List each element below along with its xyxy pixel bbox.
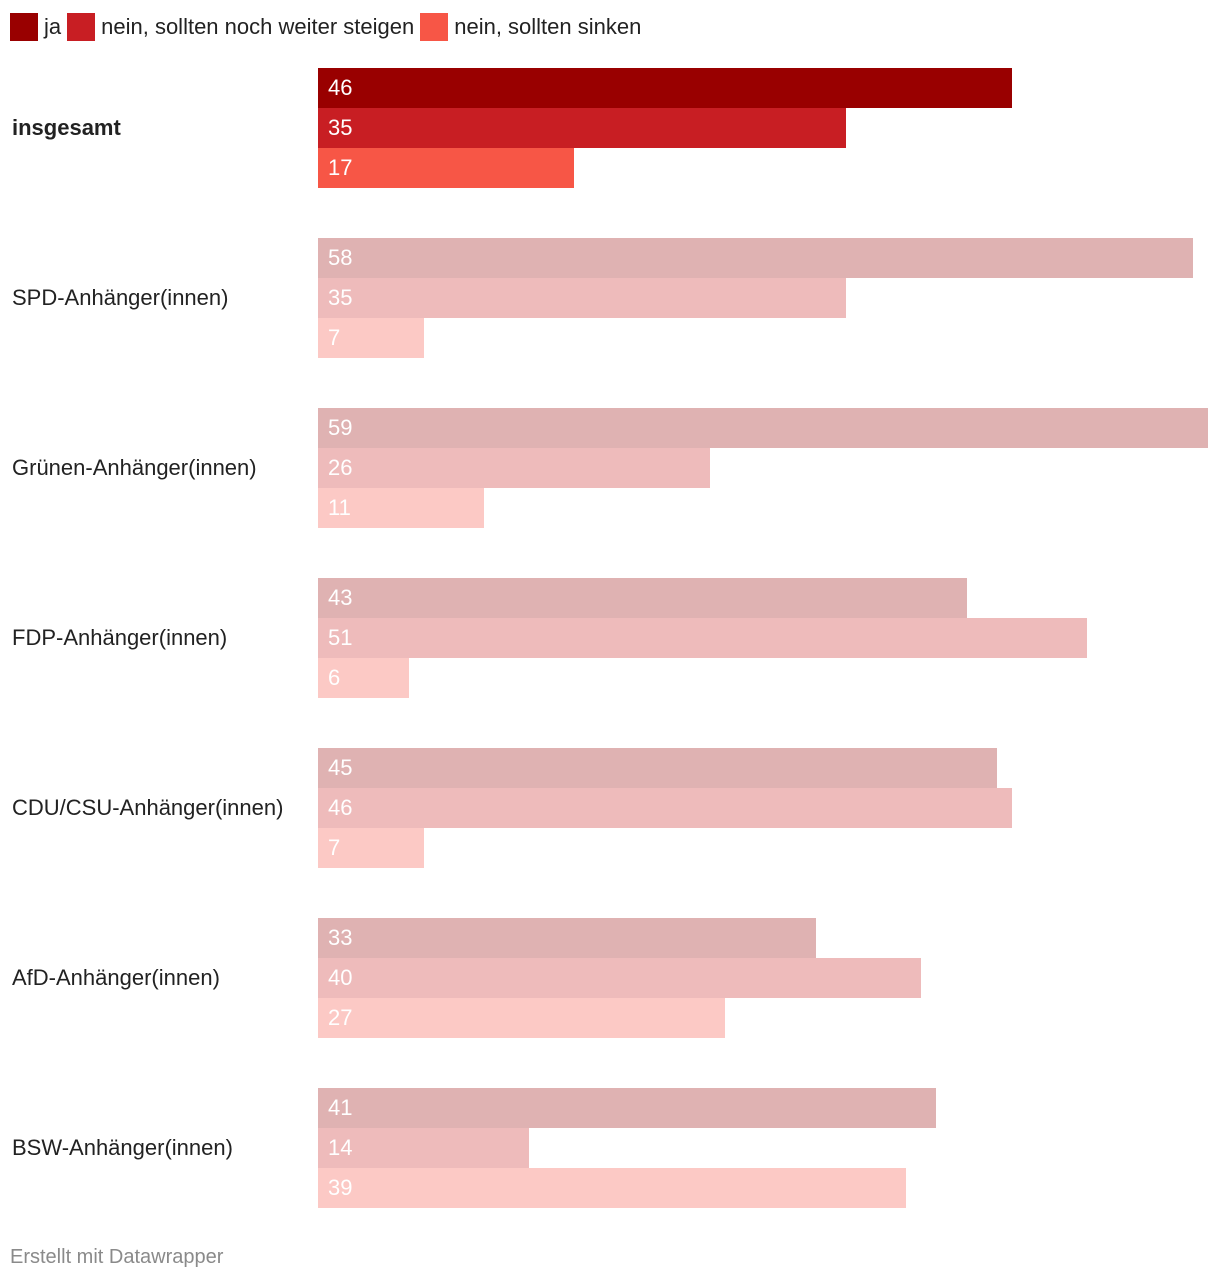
bar: [318, 408, 1208, 448]
bar-value-label: 35: [328, 115, 353, 140]
bar-value-label: 33: [328, 925, 353, 950]
bar: [318, 278, 846, 318]
bar-value-label: 35: [328, 285, 353, 310]
bar: [318, 748, 997, 788]
category-label: CDU/CSU-Anhänger(innen): [12, 795, 284, 820]
legend-item: ja: [10, 13, 61, 41]
bar: [318, 578, 967, 618]
bar: [318, 998, 725, 1038]
bar: [318, 1088, 936, 1128]
bar-value-label: 59: [328, 415, 353, 440]
bar: [318, 658, 409, 698]
bar-value-label: 39: [328, 1175, 353, 1200]
category-label: BSW-Anhänger(innen): [12, 1135, 233, 1160]
bar: [318, 318, 424, 358]
bar: [318, 1168, 906, 1208]
legend-swatch: [10, 13, 38, 41]
bar-value-label: 58: [328, 245, 353, 270]
bar-value-label: 26: [328, 455, 353, 480]
bar: [318, 448, 710, 488]
bar-value-label: 46: [328, 795, 353, 820]
bar-value-label: 46: [328, 75, 353, 100]
bar: [318, 148, 574, 188]
bar-value-label: 6: [328, 665, 341, 690]
bar: [318, 108, 846, 148]
bar-value-label: 43: [328, 585, 353, 610]
legend-label: nein, sollten sinken: [454, 14, 642, 39]
bar: [318, 828, 424, 868]
bar: [318, 618, 1087, 658]
bar-value-label: 17: [328, 155, 353, 180]
bar-value-label: 7: [328, 835, 341, 860]
bar-value-label: 14: [328, 1135, 353, 1160]
legend-swatch: [420, 13, 449, 41]
legend-item: nein, sollten noch weiter steigen: [67, 13, 414, 41]
category-label: FDP-Anhänger(innen): [12, 625, 228, 650]
chart-legend: ja nein, sollten noch weiter steigen nein,…: [10, 12, 647, 42]
bar-value-label: 27: [328, 1005, 353, 1030]
bar: [318, 788, 1012, 828]
credit-footer: Erstellt mit Datawrapper: [10, 1246, 224, 1268]
bar-value-label: 11: [328, 495, 351, 520]
bar-value-label: 41: [328, 1095, 353, 1120]
bar: [318, 488, 484, 528]
bar-value-label: 51: [328, 625, 353, 650]
category-label: AfD-Anhänger(innen): [12, 965, 220, 990]
bar-value-label: 40: [328, 965, 353, 990]
bar: [318, 238, 1193, 278]
bar: [318, 918, 816, 958]
category-label: SPD-Anhänger(innen): [12, 285, 229, 310]
category-label: Grünen-Anhänger(innen): [12, 455, 257, 480]
bar: [318, 958, 921, 998]
bar-value-label: 45: [328, 755, 353, 780]
bar: [318, 1128, 529, 1168]
legend-label: nein, sollten noch weiter steigen: [101, 14, 415, 39]
legend-label: ja: [44, 14, 62, 39]
legend-swatch: [67, 13, 96, 41]
category-label: insgesamt: [12, 115, 121, 140]
bar-value-label: 7: [328, 325, 341, 350]
bar: [318, 68, 1012, 108]
legend-item: nein, sollten sinken: [420, 13, 641, 41]
